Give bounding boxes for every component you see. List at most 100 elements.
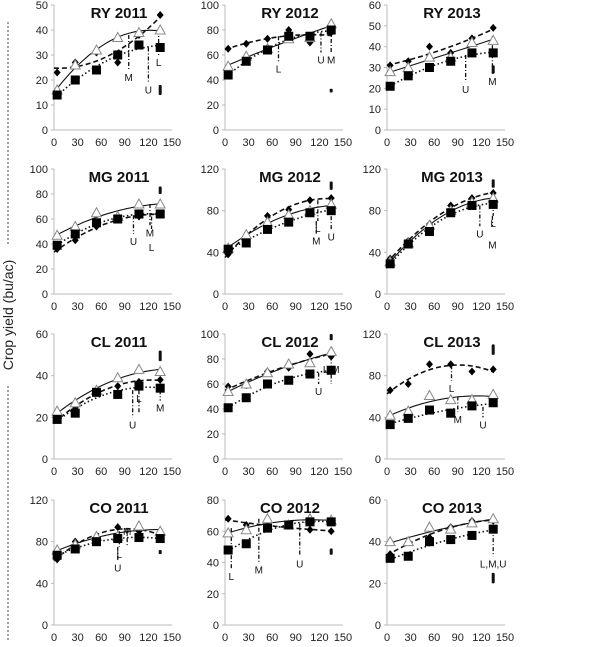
range-bar [329, 88, 333, 93]
triangle-marker [240, 377, 253, 389]
y-tick-label: 60 [36, 329, 48, 341]
x-tick-label: 30 [242, 137, 254, 149]
square-marker [113, 214, 123, 224]
x-tick-label: 60 [95, 301, 107, 313]
diamond-marker [386, 61, 394, 70]
x-tick-label: 90 [290, 301, 302, 313]
threshold-label: L [315, 224, 321, 235]
panel-ry-2012: 0 20 40 60 80 100 0 30 60 90 120 150 RY 2012 L U M [201, 0, 353, 149]
y-tick-label: 0 [213, 289, 219, 301]
square-marker [305, 369, 315, 379]
threshold-label: U [479, 420, 486, 431]
y-tick-label: 60 [207, 379, 219, 391]
panel-co-2013: 0 20 40 60 0 30 60 90 120 150 CO 2013 L,M,U [369, 495, 514, 644]
threshold-label: M [255, 566, 263, 577]
triangle-marker [423, 51, 436, 62]
fit-line-series-1 [386, 27, 495, 67]
x-tick-label: 60 [266, 137, 278, 149]
threshold-label: M [327, 56, 335, 67]
diamond-marker [114, 58, 122, 67]
y-tick-label: 40 [36, 578, 48, 590]
square-marker [113, 50, 123, 60]
fit-line-series-2 [386, 518, 495, 545]
y-tick-label: 60 [207, 50, 219, 62]
triangle-marker [51, 229, 63, 240]
triangle-marker [384, 409, 396, 420]
square-marker [262, 523, 272, 533]
threshold-label: U [315, 387, 322, 398]
y-tick-label: 0 [42, 289, 48, 301]
threshold-label: M [488, 240, 496, 251]
diamond-marker [224, 44, 232, 53]
x-tick-label: 120 [472, 301, 490, 313]
y-tick-label: 80 [207, 354, 219, 366]
range-bar [158, 186, 162, 194]
threshold-label: U [462, 85, 469, 96]
panel-mg-2012: 0 40 80 120 0 30 60 90 120 150 MG 2012 LM U [201, 164, 353, 313]
square-marker [223, 244, 233, 254]
square-marker [385, 259, 395, 269]
diamond-marker [53, 68, 61, 77]
range-bar [491, 179, 495, 188]
panel-title: CL 2013 [423, 334, 480, 351]
x-tick-label: 150 [496, 137, 514, 149]
x-tick-label: 150 [163, 632, 181, 644]
y-tick-label: 40 [36, 371, 48, 383]
diamond-marker [263, 211, 271, 220]
x-tick-label: 150 [496, 301, 514, 313]
x-tick-label: 0 [51, 301, 57, 313]
x-tick-label: 90 [452, 301, 464, 313]
y-tick-label: 40 [369, 412, 381, 424]
square-marker [403, 413, 413, 423]
triangle-marker [282, 208, 295, 220]
triangle-marker [384, 65, 396, 77]
diamond-marker [242, 39, 250, 48]
fit-line-series-2 [53, 368, 162, 417]
y-tick-label: 100 [201, 329, 219, 341]
diamond-marker [404, 380, 412, 388]
y-tick-label: 60 [207, 526, 219, 538]
triangle-marker [90, 43, 103, 55]
square-marker [91, 218, 101, 228]
y-axis-label-backdrop [0, 245, 16, 385]
threshold-label: U [328, 232, 335, 243]
x-tick-label: 120 [472, 632, 490, 644]
x-tick-label: 150 [163, 301, 181, 313]
y-tick-label: 80 [369, 206, 381, 218]
x-tick-label: 150 [334, 466, 352, 478]
y-tick-label: 80 [369, 371, 381, 383]
threshold-label: L [490, 219, 496, 230]
diamond-marker [489, 23, 497, 32]
y-tick-label: 80 [207, 206, 219, 218]
panel-cl-2013: 0 40 80 120 0 30 60 90 120 150 CL 2013 L M U [363, 329, 515, 478]
triangle-marker [261, 512, 274, 524]
x-tick-label: 60 [95, 137, 107, 149]
square-marker [52, 90, 62, 100]
x-tick-label: 150 [334, 137, 352, 149]
square-marker [223, 545, 233, 555]
triangle-marker [466, 36, 478, 47]
panel-ry-2013: 0 10 20 30 40 50 60 0 30 60 90 120 150 RY 2013 U M [369, 0, 514, 149]
x-tick-label: 90 [452, 137, 464, 149]
panel-title: CL 2012 [261, 334, 318, 351]
diamond-marker [156, 375, 164, 384]
y-tick-label: 20 [36, 264, 48, 276]
square-marker [91, 65, 101, 75]
y-tick-label: 0 [42, 620, 48, 632]
triangle-marker [423, 389, 436, 400]
diamond-marker [327, 527, 335, 536]
fit-line-series-1 [386, 519, 495, 557]
square-marker [467, 530, 477, 540]
triangle-marker [325, 345, 338, 356]
threshold-label: L [276, 64, 282, 75]
square-marker [241, 393, 251, 403]
x-tick-label: 0 [51, 137, 57, 149]
y-tick-label: 80 [207, 495, 219, 507]
panel-cl-2011: 0 20 40 60 0 30 60 90 120 150 CL 2011 U L M [36, 329, 181, 478]
y-tick-label: 50 [36, 0, 48, 12]
panel-ry-2011: 0 10 20 30 40 50 0 30 60 90 120 150 RY 2011 M U L [36, 0, 181, 149]
square-marker [134, 381, 144, 391]
square-marker [488, 48, 498, 58]
